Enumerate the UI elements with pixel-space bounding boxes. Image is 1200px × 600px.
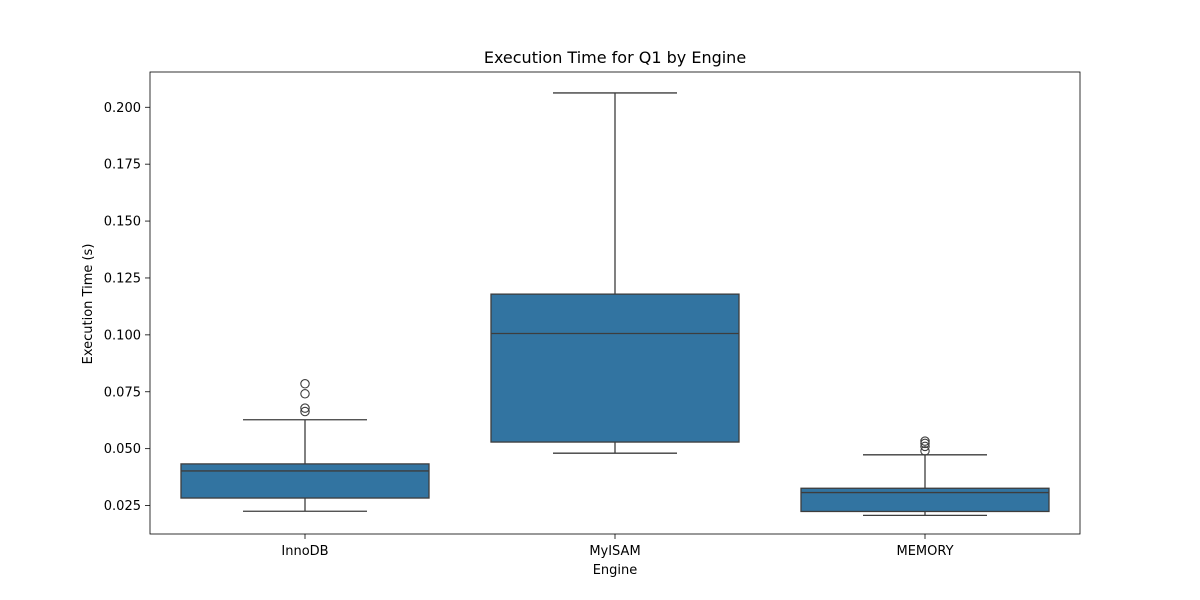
- y-tick-label: 0.175: [104, 158, 141, 173]
- outlier-point: [920, 438, 930, 449]
- outlier-point: [300, 403, 310, 413]
- y-tick-label: 0.100: [104, 328, 141, 343]
- box-innodb: [180, 379, 430, 512]
- plot-frame: [149, 71, 1081, 535]
- y-axis-label: Execution Time (s): [81, 244, 96, 365]
- x-tick-label: InnoDB: [281, 544, 328, 559]
- x-tick-label: MyISAM: [589, 544, 640, 559]
- box-memory: [800, 436, 1050, 516]
- x-axis-label: Engine: [593, 563, 638, 578]
- outlier-point: [300, 389, 310, 399]
- x-axis: InnoDB MyISAM MEMORY: [281, 534, 954, 559]
- y-tick-label: 0.025: [104, 499, 141, 514]
- outlier-point: [300, 406, 310, 417]
- y-tick-label: 0.150: [104, 215, 141, 230]
- y-tick-label: 0.200: [104, 101, 141, 116]
- plot-area: [180, 92, 1050, 516]
- y-tick-label: 0.050: [104, 442, 141, 457]
- outlier-point: [920, 446, 930, 456]
- x-tick-label: MEMORY: [896, 544, 953, 559]
- iqr-box: [800, 487, 1050, 513]
- iqr-box: [490, 293, 740, 443]
- y-tick-label: 0.125: [104, 271, 141, 286]
- box-myisam: [490, 92, 740, 454]
- outlier-point: [920, 436, 930, 446]
- iqr-box: [180, 463, 430, 499]
- outlier-point: [920, 441, 930, 452]
- y-tick-label: 0.075: [104, 385, 141, 400]
- chart-title: Execution Time for Q1 by Engine: [484, 48, 746, 67]
- y-axis: 0.025 0.050 0.075 0.100 0.125 0.150 0.175 0.200: [104, 101, 150, 514]
- outlier-point: [300, 379, 310, 389]
